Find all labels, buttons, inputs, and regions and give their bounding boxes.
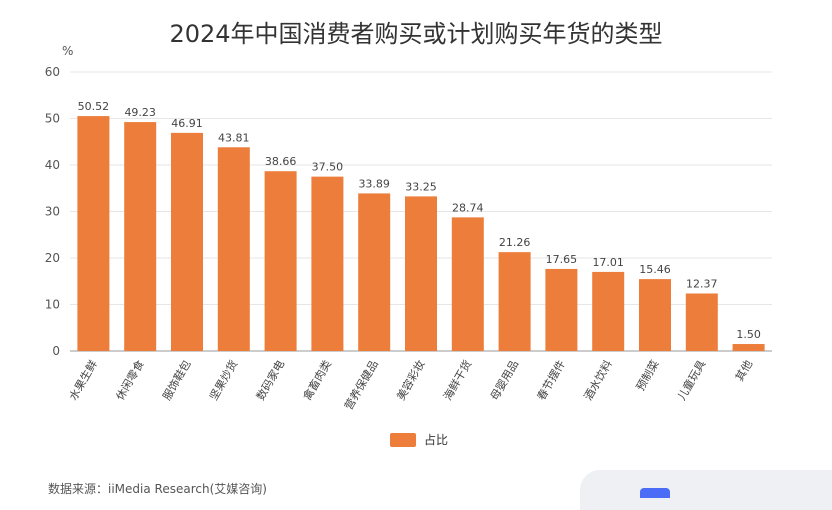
data-label: 28.74 [452, 201, 484, 214]
chart-title: 2024年中国消费者购买或计划购买年货的类型 [169, 20, 663, 48]
value-labels: 50.52 49.23 46.91 43.81 38.66 37.50 33.89 33.25… [78, 100, 761, 341]
data-label: 50.52 [78, 100, 110, 113]
legend: 占比 [390, 431, 448, 448]
x-tick-label: 数码家电 [253, 358, 287, 403]
corner-decoration [580, 470, 832, 510]
category-labels: 水果生鲜 休闲零食 服饰鞋包 坚果炒货 数码家电 禽畜肉类 营养保健品 美容彩妆 海鲜干货 母婴用… [66, 358, 755, 413]
bar [171, 132, 203, 351]
data-label: 1.50 [736, 328, 761, 341]
data-label: 37.50 [312, 161, 344, 174]
y-axis-unit: % [62, 44, 73, 58]
data-label: 38.66 [265, 155, 297, 168]
x-tick-label: 休闲零食 [113, 358, 147, 403]
x-tick-label: 其他 [733, 358, 755, 384]
x-tick-label: 坚果炒货 [206, 358, 240, 403]
x-tick-label: 营养保健品 [341, 358, 381, 413]
legend-swatch [390, 432, 416, 447]
bar [498, 252, 531, 351]
bar [405, 196, 437, 351]
y-tick-label: 10 [45, 298, 60, 312]
data-label: 49.23 [124, 106, 156, 119]
data-label: 15.46 [639, 263, 671, 276]
source-note: 数据来源：iiMedia Research(艾媒咨询) [48, 482, 267, 496]
y-tick-label: 50 [45, 112, 60, 126]
y-axis-ticks: 0 10 20 30 40 50 60 [45, 65, 60, 358]
x-tick-label: 春节摆件 [534, 358, 568, 403]
bar [732, 344, 765, 351]
bar [592, 271, 625, 351]
data-label: 46.91 [171, 117, 203, 130]
data-label: 33.25 [405, 180, 437, 193]
data-label: 17.65 [546, 253, 578, 266]
bar [358, 193, 391, 351]
bar-chart: % 0 10 20 30 40 50 60 50.52 49.23 46.91 43.81 38.6… [45, 44, 772, 413]
data-label: 17.01 [592, 256, 624, 269]
data-label: 33.89 [358, 177, 390, 190]
data-label: 21.26 [499, 236, 531, 249]
corner-decoration-accent [640, 488, 670, 498]
x-tick-label: 美容彩妆 [393, 358, 427, 403]
y-tick-label: 0 [52, 344, 60, 358]
legend-label: 占比 [424, 433, 449, 447]
data-label: 12.37 [686, 277, 718, 290]
y-tick-label: 40 [45, 158, 60, 172]
x-tick-label: 服饰鞋包 [159, 358, 193, 403]
bar [217, 147, 250, 351]
x-tick-label: 预制菜 [634, 358, 662, 393]
bar [451, 217, 484, 351]
bar [639, 279, 671, 351]
bar [545, 268, 578, 351]
bar [311, 176, 344, 351]
bar [264, 171, 297, 351]
y-tick-label: 30 [45, 205, 60, 219]
bar [685, 293, 718, 351]
x-tick-label: 酒水饮料 [581, 358, 615, 403]
x-tick-label: 水果生鲜 [66, 358, 100, 403]
bar [124, 122, 157, 351]
data-label: 43.81 [218, 131, 250, 144]
x-tick-label: 儿童玩具 [674, 358, 708, 403]
y-tick-label: 60 [45, 65, 60, 79]
y-tick-label: 20 [45, 251, 60, 265]
bar [77, 116, 110, 351]
x-tick-label: 禽畜肉类 [300, 358, 334, 403]
bars [77, 116, 765, 351]
x-tick-label: 海鲜干货 [440, 358, 474, 403]
x-tick-label: 母婴用品 [488, 358, 521, 403]
